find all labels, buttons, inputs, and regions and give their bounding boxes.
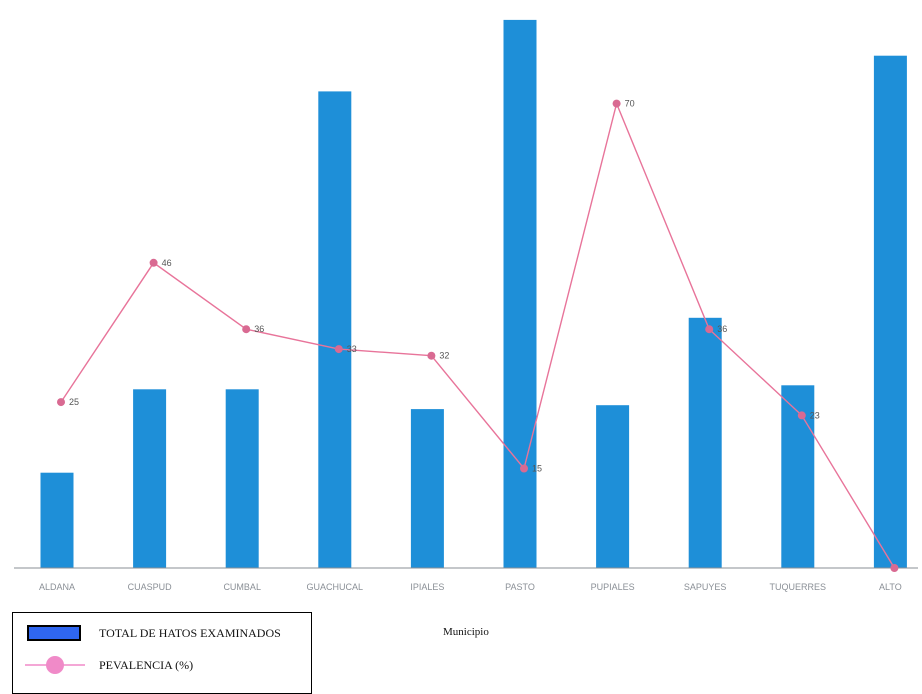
prevalence-label-pasto: 15 <box>532 464 542 474</box>
x-tick-pasto: PASTO <box>505 582 535 592</box>
legend-bar-label: TOTAL DE HATOS EXAMINADOS <box>99 625 281 640</box>
x-tick-cuaspud: CUASPUD <box>128 582 173 592</box>
prevalence-label-guachucal: 33 <box>347 344 357 354</box>
bar-guachucal <box>318 91 352 569</box>
prevalence-point-aldana <box>57 398 65 407</box>
prevalence-point-tuquerres <box>797 411 806 420</box>
x-tick-pupiales: PUPIALES <box>591 582 635 592</box>
bar-pasto <box>503 19 537 568</box>
x-tick-ipiales: IPIALES <box>410 582 444 592</box>
x-tick-tuquerres: TUQUERRES <box>770 582 827 592</box>
legend: TOTAL DE HATOS EXAMINADOS PEVALENCIA (%) <box>12 612 312 694</box>
bar-cumbal <box>225 389 259 568</box>
prevalence-label-ipiales: 32 <box>439 351 449 361</box>
bar-ipiales <box>410 409 444 568</box>
legend-line-swatch <box>25 655 85 675</box>
legend-item-bars: TOTAL DE HATOS EXAMINADOS <box>13 625 281 641</box>
bar-sapuyes <box>688 317 722 568</box>
prevalence-label-cuaspud: 46 <box>162 258 172 268</box>
prevalence-label-sapuyes: 36 <box>717 324 727 334</box>
bar-pupiales <box>596 405 630 568</box>
chart: 25 46 36 33 32 15 70 36 23 ALDANA CUASPUD CUMBAL GU… <box>14 19 918 592</box>
x-tick-cumbal: CUMBAL <box>223 582 261 592</box>
legend-item-line: PEVALENCIA (%) <box>13 655 193 675</box>
bar-tuquerres <box>781 385 815 568</box>
legend-line-label: PEVALENCIA (%) <box>99 657 194 672</box>
prevalence-point-sapuyes <box>705 325 714 334</box>
prevalence-point-ipiales <box>427 351 436 360</box>
x-tick-aldana: ALDANA <box>39 582 75 592</box>
x-tick-guachucal: GUACHUCAL <box>307 582 364 592</box>
bar-aldana <box>40 472 74 568</box>
prevalence-point-cuaspud <box>149 258 158 267</box>
prevalence-line-layer: 25 46 36 33 32 15 70 36 23 <box>57 99 899 572</box>
prevalence-point-alto <box>890 564 899 572</box>
prevalence-label-aldana: 25 <box>69 397 79 407</box>
prevalence-point-cumbal <box>242 325 251 334</box>
prevalence-label-tuquerres: 23 <box>810 410 820 420</box>
x-tick-alto: ALTO <box>879 582 902 592</box>
bars-layer <box>40 19 907 569</box>
prevalence-point-pupiales <box>612 99 621 108</box>
prevalence-label-cumbal: 36 <box>254 324 264 334</box>
bar-alto <box>873 55 907 568</box>
prevalence-line <box>60 101 895 569</box>
x-tick-labels: ALDANA CUASPUD CUMBAL GUACHUCAL IPIALES PASTO… <box>39 582 902 592</box>
bar-cuaspud <box>133 389 167 568</box>
prevalence-point-guachucal <box>334 345 343 354</box>
x-tick-sapuyes: SAPUYES <box>684 582 727 592</box>
prevalence-point-pasto <box>520 464 528 473</box>
legend-bar-swatch <box>27 625 81 641</box>
prevalence-label-pupiales: 70 <box>625 99 635 109</box>
x-axis-label: Municipio <box>443 626 489 638</box>
